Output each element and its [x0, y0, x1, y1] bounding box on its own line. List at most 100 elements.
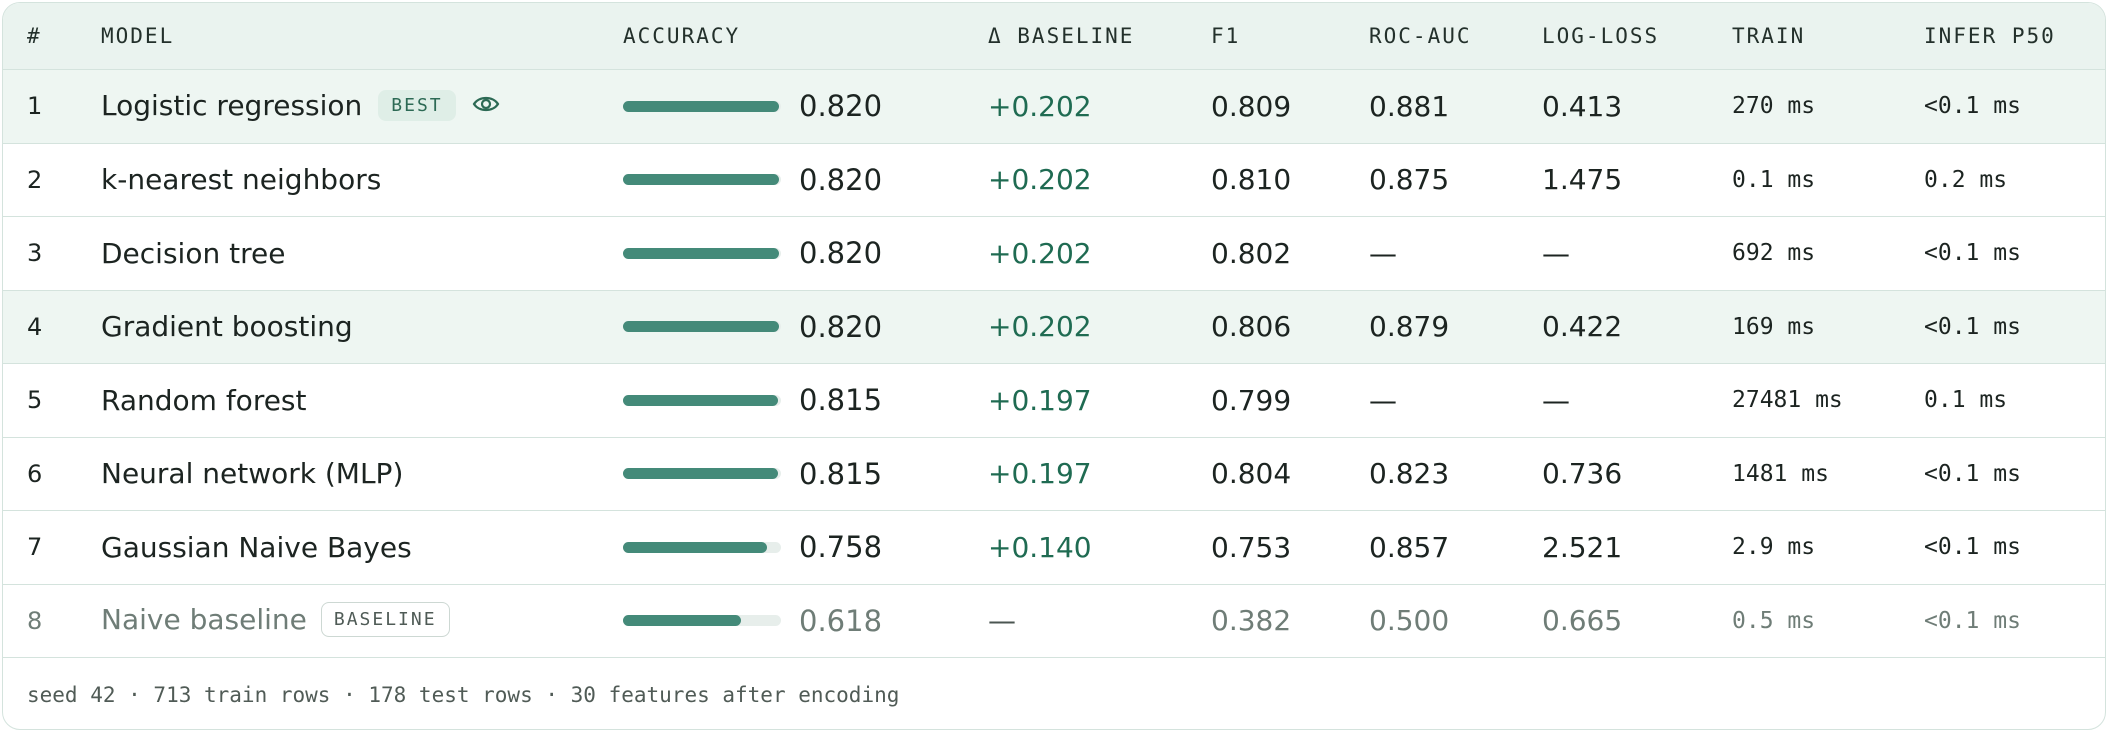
log-loss-cell: 0.665	[1542, 584, 1732, 658]
model-name: Gradient boosting	[101, 310, 353, 344]
rank-cell: 2	[3, 143, 101, 217]
eye-icon[interactable]	[472, 88, 500, 121]
delta-cell: —	[988, 584, 1211, 658]
accuracy-bar	[623, 394, 781, 406]
accuracy-cell: 0.815	[623, 363, 988, 438]
header-rank[interactable]: #	[3, 3, 101, 70]
leaderboard-table: # MODEL ACCURACY Δ BASELINE F1 ROC-AUC L…	[3, 3, 2105, 658]
model-name: k-nearest neighbors	[101, 163, 382, 197]
table-row[interactable]: 2 k-nearest neighbors 0.820 +0.202 0.810…	[3, 143, 2105, 217]
infer-time-cell: <0.1 ms	[1924, 510, 2105, 585]
baseline-badge: BASELINE	[320, 601, 450, 637]
header-delta-baseline[interactable]: Δ BASELINE	[988, 3, 1211, 70]
delta-cell: +0.140	[988, 510, 1211, 585]
accuracy-cell: 0.618	[623, 584, 988, 658]
accuracy-value: 0.820	[799, 309, 883, 344]
accuracy-cell: 0.820	[623, 143, 988, 217]
accuracy-value: 0.820	[799, 89, 883, 124]
accuracy-cell: 0.820	[623, 69, 988, 144]
log-loss-cell: 0.736	[1542, 437, 1732, 511]
table-row[interactable]: 8 Naive baseline BASELINE 0.618 — 0.382 0…	[3, 584, 2105, 658]
infer-time-cell: 0.1 ms	[1924, 363, 2105, 438]
table-row[interactable]: 5 Random forest 0.815 +0.197 0.799 — — 2…	[3, 363, 2105, 438]
model-cell: Neural network (MLP)	[101, 437, 623, 511]
f1-cell: 0.802	[1211, 216, 1369, 291]
delta-cell: +0.197	[988, 363, 1211, 438]
header-model[interactable]: MODEL	[101, 3, 623, 70]
model-name: Naive baseline	[101, 603, 307, 636]
model-cell: Random forest	[101, 363, 623, 438]
train-time-cell: 169 ms	[1732, 290, 1924, 364]
f1-cell: 0.810	[1211, 143, 1369, 217]
accuracy-value: 0.820	[799, 236, 883, 271]
roc-auc-cell: 0.881	[1369, 69, 1542, 144]
model-name: Random forest	[101, 383, 307, 417]
accuracy-bar	[623, 615, 781, 627]
roc-auc-cell: 0.857	[1369, 510, 1542, 585]
accuracy-bar	[623, 321, 781, 333]
train-time-cell: 692 ms	[1732, 216, 1924, 291]
accuracy-bar	[623, 100, 781, 112]
log-loss-cell: —	[1542, 216, 1732, 291]
rank-cell: 7	[3, 510, 101, 585]
f1-cell: 0.799	[1211, 363, 1369, 438]
roc-auc-cell: —	[1369, 216, 1542, 291]
rank-cell: 6	[3, 437, 101, 511]
log-loss-cell: 0.422	[1542, 290, 1732, 364]
train-time-cell: 1481 ms	[1732, 437, 1924, 511]
model-cell: Logistic regression BEST	[101, 69, 623, 144]
footer-meta: seed 42 · 713 train rows · 178 test rows…	[27, 683, 900, 707]
model-cell: Decision tree	[101, 216, 623, 291]
header-infer-p50[interactable]: INFER P50	[1924, 3, 2105, 70]
header-log-loss[interactable]: LOG-LOSS	[1542, 3, 1732, 70]
rank-cell: 5	[3, 363, 101, 438]
log-loss-cell: 1.475	[1542, 143, 1732, 217]
train-time-cell: 0.5 ms	[1732, 584, 1924, 658]
model-cell: k-nearest neighbors	[101, 143, 623, 217]
header-accuracy[interactable]: ACCURACY	[623, 3, 988, 70]
accuracy-value: 0.820	[799, 162, 883, 197]
table-row[interactable]: 6 Neural network (MLP) 0.815 +0.197 0.80…	[3, 437, 2105, 511]
train-time-cell: 2.9 ms	[1732, 510, 1924, 585]
roc-auc-cell: —	[1369, 363, 1542, 438]
rank-cell: 4	[3, 290, 101, 364]
delta-cell: +0.202	[988, 69, 1211, 144]
delta-cell: +0.202	[988, 216, 1211, 291]
header-train[interactable]: TRAIN	[1732, 3, 1924, 70]
infer-time-cell: <0.1 ms	[1924, 69, 2105, 144]
accuracy-cell: 0.820	[623, 290, 988, 364]
infer-time-cell: <0.1 ms	[1924, 437, 2105, 511]
table-row[interactable]: 4 Gradient boosting 0.820 +0.202 0.806 0…	[3, 290, 2105, 364]
delta-cell: +0.202	[988, 143, 1211, 217]
accuracy-value: 0.758	[799, 530, 883, 565]
model-name: Neural network (MLP)	[101, 457, 404, 491]
f1-cell: 0.809	[1211, 69, 1369, 144]
infer-time-cell: <0.1 ms	[1924, 584, 2105, 658]
train-time-cell: 0.1 ms	[1732, 143, 1924, 217]
table-row[interactable]: 1 Logistic regression BEST 0.820 +0.202 0…	[3, 69, 2105, 144]
delta-cell: +0.202	[988, 290, 1211, 364]
infer-time-cell: 0.2 ms	[1924, 143, 2105, 217]
header-roc-auc[interactable]: ROC-AUC	[1369, 3, 1542, 70]
rank-cell: 3	[3, 216, 101, 291]
log-loss-cell: 2.521	[1542, 510, 1732, 585]
roc-auc-cell: 0.823	[1369, 437, 1542, 511]
delta-cell: +0.197	[988, 437, 1211, 511]
model-cell: Naive baseline BASELINE	[101, 584, 623, 658]
roc-auc-cell: 0.500	[1369, 584, 1542, 658]
train-time-cell: 270 ms	[1732, 69, 1924, 144]
accuracy-bar	[623, 174, 781, 186]
model-cell: Gradient boosting	[101, 290, 623, 364]
model-name: Decision tree	[101, 236, 286, 270]
accuracy-bar	[623, 541, 781, 553]
log-loss-cell: 0.413	[1542, 69, 1732, 144]
infer-time-cell: <0.1 ms	[1924, 290, 2105, 364]
table-row[interactable]: 7 Gaussian Naive Bayes 0.758 +0.140 0.75…	[3, 510, 2105, 585]
accuracy-cell: 0.820	[623, 216, 988, 291]
f1-cell: 0.382	[1211, 584, 1369, 658]
table-row[interactable]: 3 Decision tree 0.820 +0.202 0.802 — — 6…	[3, 216, 2105, 291]
header-f1[interactable]: F1	[1211, 3, 1369, 70]
accuracy-value: 0.618	[799, 603, 883, 638]
roc-auc-cell: 0.879	[1369, 290, 1542, 364]
